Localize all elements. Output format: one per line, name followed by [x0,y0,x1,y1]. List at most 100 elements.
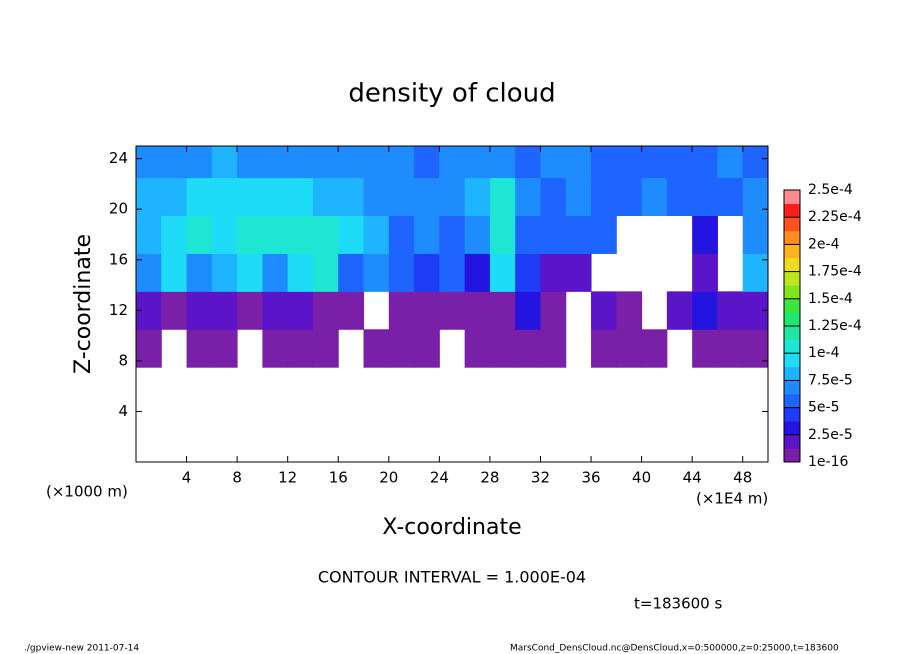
heatmap-cell [136,253,162,292]
heatmap-cell [414,146,440,179]
heatmap-cell [692,329,718,368]
heatmap-cell [666,177,693,217]
heatmap-cell [464,215,491,254]
heatmap-cell [388,291,415,330]
heatmap-cell [312,177,339,217]
heatmap-cell [439,291,466,330]
colorbar-label: 1.25e-4 [808,318,862,334]
x-unit-left: (×1000 m) [46,483,128,501]
heatmap-cell [540,329,567,368]
heatmap-cell [338,177,365,217]
colorbar-band [784,366,800,381]
colorbar-label: 7.5e-5 [808,372,853,388]
heatmap-cell [414,291,440,330]
heatmap-cell [312,253,339,292]
heatmap-cell [312,329,339,368]
heatmap-cell [161,146,188,179]
y-tick-label: 16 [109,250,128,268]
colorbar-band [784,217,800,232]
heatmap-cell [515,253,541,292]
heatmap-cell [591,177,617,217]
heatmap-cell [211,177,238,217]
colorbar-band [784,353,800,368]
heatmap-cell [414,177,440,217]
heatmap-cell [211,291,238,330]
heatmap-cell [666,291,693,330]
chart-title: density of cloud [348,79,555,109]
heatmap-cell [641,146,668,179]
footer-left: ./gpview-new 2011-07-14 [24,644,139,654]
heatmap-cell [262,215,289,254]
heatmap-cell [439,215,466,254]
heatmap-cell [591,329,617,368]
heatmap-cell [312,146,339,179]
heatmap-cell [616,177,643,217]
heatmap-cell [692,253,718,292]
heatmap-cell [262,253,289,292]
heatmap-cell [692,291,718,330]
heatmap-cell [742,177,769,217]
heatmap-cell [591,291,617,330]
x-tick-label: 8 [232,469,242,487]
heatmap-cell [363,215,390,254]
heatmap-cell [489,329,516,368]
heatmap-cell [489,146,516,179]
heatmap-cell [363,253,390,292]
colorbar-label: 1e-4 [808,345,840,361]
colorbar-band [784,203,800,218]
heatmap-cell [742,329,769,368]
heatmap-cell [591,146,617,179]
heatmap-cell [565,215,592,254]
x-tick-label: 44 [683,469,702,487]
heatmap-cell [237,146,263,179]
x-tick-label: 28 [480,469,499,487]
colorbar-band [784,339,800,354]
heatmap-cell [312,215,339,254]
heatmap-cell [338,291,365,330]
heatmap-cell [211,253,238,292]
heatmap-cell [237,215,263,254]
colorbar-band [784,421,800,436]
heatmap-cell [414,253,440,292]
heatmap-cell [136,146,162,179]
colorbar-band [784,230,800,245]
heatmap-cell [237,291,263,330]
x-tick-label: 12 [278,469,297,487]
heatmap-cell [338,215,365,254]
heatmap-cell [287,253,314,292]
heatmap-cell [338,253,365,292]
heatmap-cell [489,215,516,254]
heatmap-cell [287,291,314,330]
x-tick-label: 36 [581,469,600,487]
colorbar-band [784,407,800,422]
heatmap-cell [136,215,162,254]
plot-frame [135,145,769,463]
heatmap-cell [237,177,263,217]
heatmap-cell [136,329,162,368]
heatmap-cell [262,291,289,330]
heatmap-cell [565,177,592,217]
y-tick-label: 12 [109,301,128,319]
colorbar-label: 1.75e-4 [808,264,862,280]
heatmap-cell [742,146,769,179]
x-tick-label: 32 [531,469,550,487]
colorbar-label: 2.5e-4 [808,182,853,198]
heatmap-cell [742,253,769,292]
colorbar-band [784,434,800,449]
heatmap-cell [565,146,592,179]
y-tick-label: 8 [118,351,128,369]
heatmap-cell [439,177,466,217]
y-axis-label: Z-coordinate [71,234,96,374]
heatmap-cell [287,146,314,179]
heatmap-cell [186,253,213,292]
heatmap-cell [489,177,516,217]
x-axis-label: X-coordinate [382,515,521,540]
heatmap-cell [287,177,314,217]
heatmap-cell [565,253,592,292]
heatmap-cell [363,146,390,179]
x-tick-label: 20 [379,469,398,487]
heatmap-cell [186,177,213,217]
heatmap-cell [439,253,466,292]
heatmap-cell [161,177,188,217]
